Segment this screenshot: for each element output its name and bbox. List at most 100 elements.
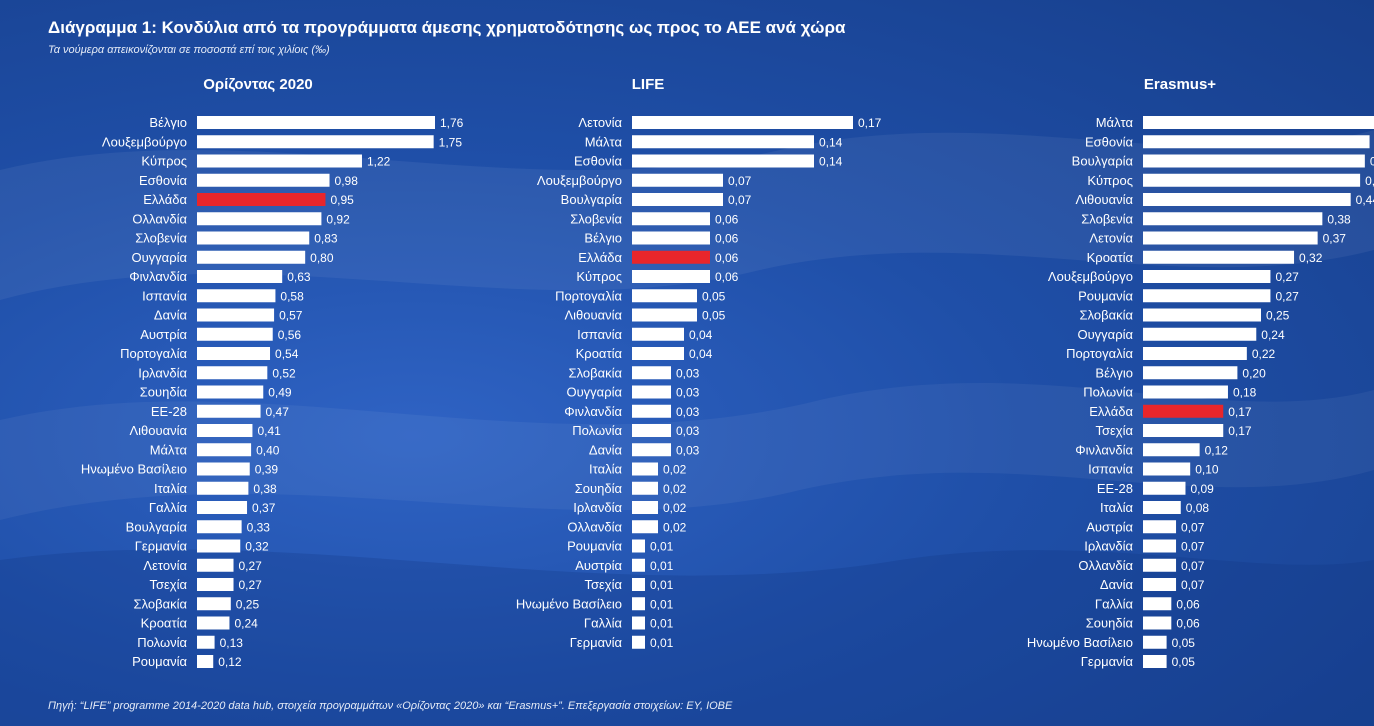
value-label: 0,24 [1261,328,1285,342]
bar [1143,135,1370,149]
category-label: Ρουμανία [1078,288,1133,303]
bar [632,539,645,553]
category-label: Εσθονία [574,154,623,169]
value-label: 0,04 [689,328,713,342]
bar [1143,270,1271,283]
value-label: 0,01 [650,559,674,573]
value-label: 0,06 [715,212,739,226]
bar [1143,443,1200,457]
bar-highlight [1143,404,1224,418]
category-label: Κύπρος [141,154,187,169]
category-label: Κύπρος [1087,173,1133,188]
bar [632,635,645,649]
bar [197,462,250,476]
category-label: Σουηδία [1086,616,1134,631]
bar [197,116,435,129]
value-label: 0,06 [1176,617,1200,631]
value-label: 0,07 [728,193,752,207]
category-label: Γαλλία [584,616,623,631]
value-label: 0,05 [702,309,726,323]
bar-highlight [197,193,326,206]
category-label: Ηνωμένο Βασίλειο [1027,635,1133,650]
category-label: Ισπανία [142,288,187,303]
value-label: 0,17 [1228,405,1252,419]
category-label: Κροατία [141,616,188,631]
category-label: Δανία [589,442,623,457]
category-label: Κροατία [576,346,623,361]
bar [632,597,645,611]
bar [1143,212,1323,226]
bar [197,655,214,668]
bar [1143,347,1247,360]
value-label: 0,38 [253,482,277,496]
bar [197,597,231,611]
value-label: 0,92 [326,212,350,226]
category-label: Πορτογαλία [120,346,187,361]
bar [197,443,252,457]
value-label: 0,01 [650,540,674,554]
bar [632,462,658,476]
value-label: 0,47 [266,405,290,419]
bar [632,481,658,495]
bar [197,250,306,264]
category-label: Γερμανία [570,635,623,650]
value-label: 0,41 [257,424,281,438]
category-label: Ουγγαρία [566,385,622,400]
value-label: 0,04 [689,347,713,361]
value-label: 0,01 [650,597,674,611]
value-label: 0,49 [268,386,292,400]
bar [1143,173,1361,187]
bar [1143,308,1261,322]
value-label: 0,54 [275,347,299,361]
category-label: Κροατία [1087,250,1134,265]
chart-subtitle: Τα νούμερα απεικονίζονται σε ποσοστά επί… [48,44,330,56]
bar [197,520,242,534]
category-label: Γαλλία [1095,596,1134,611]
category-label: Αυστρία [575,558,622,573]
category-label: Λουξεμβούργο [1048,269,1133,284]
value-label: 1,75 [439,135,463,149]
category-label: Ολλανδία [132,211,187,226]
value-label: 0,17 [1228,424,1252,438]
bar [632,558,645,572]
value-label: 1,76 [440,116,464,130]
bar [1143,289,1271,303]
value-label: 0,32 [245,540,269,554]
bar [197,385,264,399]
value-label: 0,37 [252,501,276,515]
bar [197,308,275,322]
value-label: 0,02 [663,463,687,477]
category-label: Εσθονία [1085,134,1134,149]
chart-title: Διάγραμμα 1: Κονδύλια από τα προγράμματα… [48,18,846,37]
bar [1143,655,1167,668]
bar [632,347,684,360]
category-label: Σλοβακία [1080,308,1134,323]
value-label: 0,07 [728,174,752,188]
bar [1143,250,1295,264]
category-label: Ισπανία [1088,462,1133,477]
value-label: 0,40 [256,443,280,457]
category-label: Βουλγαρία [1072,154,1134,169]
bar [197,231,310,245]
panel-3: Erasmus+Μάλτα0,50Εσθονία0,48Βουλγαρία0,4… [1027,76,1374,669]
category-label: Δανία [1100,577,1134,592]
bar-highlight [632,250,710,264]
category-label: Κύπρος [576,269,622,284]
value-label: 0,07 [1181,540,1205,554]
category-label: Λετονία [1089,231,1133,246]
bar [1143,154,1365,168]
bar [632,578,645,591]
value-label: 0,47 [1370,155,1374,169]
value-label: 0,80 [310,251,334,265]
category-label: Ιρλανδία [573,500,622,515]
value-label: 0,01 [650,578,674,592]
category-label: Λιθουανία [564,308,622,323]
category-label: Βέλγιο [584,231,622,246]
value-label: 1,22 [367,155,391,169]
category-label: Φινλανδία [129,269,187,284]
category-label: Ρουμανία [567,539,622,554]
panel-title: Ορίζοντας 2020 [203,76,313,93]
bar [632,193,723,206]
bar [197,539,241,553]
